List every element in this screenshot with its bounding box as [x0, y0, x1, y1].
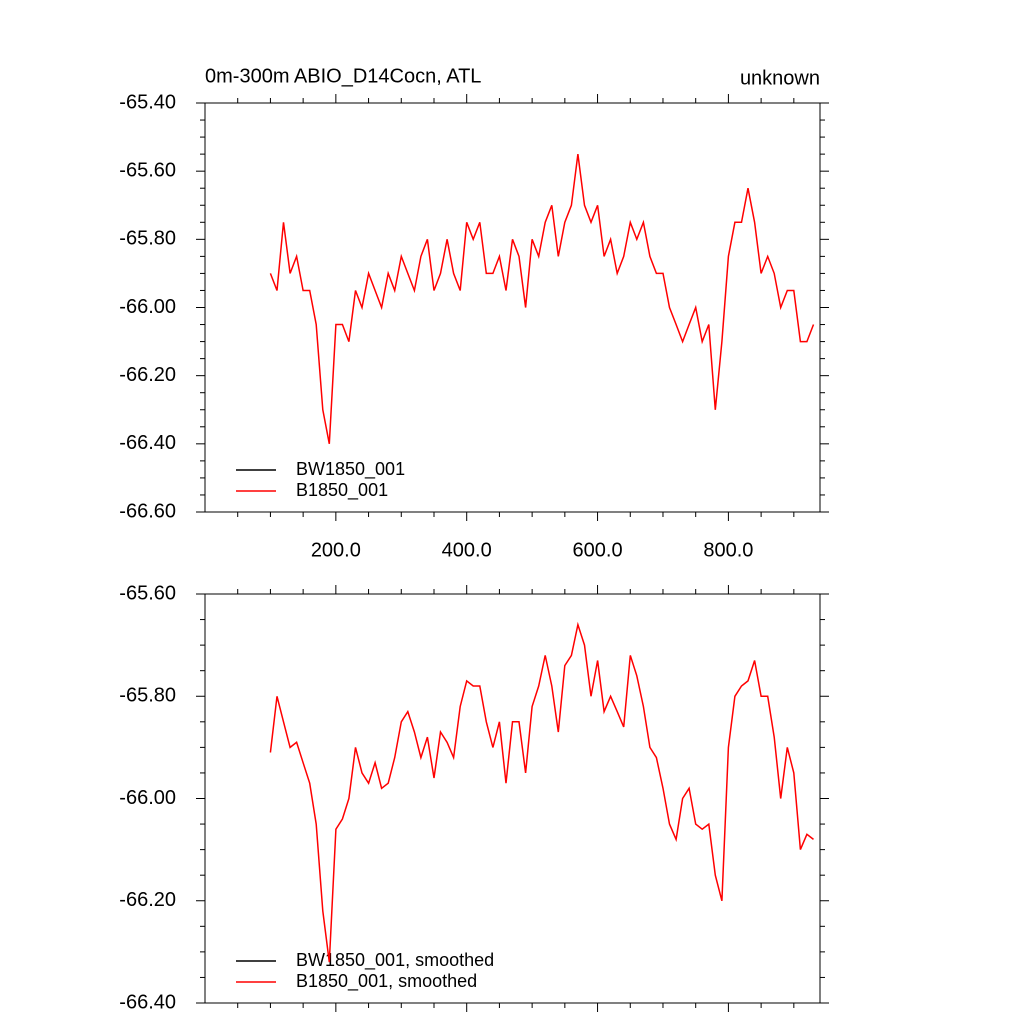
- y-tick-label: -66.60: [119, 500, 176, 522]
- y-tick-label: -65.80: [119, 228, 176, 250]
- y-tick-label: -65.40: [119, 91, 176, 113]
- chart-subtitle: unknown: [740, 67, 820, 89]
- legend-label: B1850_001, smoothed: [296, 971, 477, 992]
- y-tick-label: -66.20: [119, 364, 176, 386]
- y-tick-label: -65.60: [119, 582, 176, 604]
- y-tick-label: -66.40: [119, 991, 176, 1013]
- y-tick-label: -66.00: [119, 787, 176, 809]
- chart-title: 0m-300m ABIO_D14Cocn, ATL: [205, 65, 481, 87]
- y-tick-label: -66.20: [119, 889, 176, 911]
- legend-label: BW1850_001: [296, 459, 405, 480]
- x-tick-label: 600.0: [573, 539, 623, 561]
- legend-label: B1850_001: [296, 480, 388, 501]
- y-tick-label: -65.80: [119, 685, 176, 707]
- legend-label: BW1850_001, smoothed: [296, 950, 494, 971]
- y-tick-label: -65.60: [119, 159, 176, 181]
- x-tick-label: 800.0: [703, 539, 753, 561]
- series-line: [269, 154, 815, 444]
- plot-frame: [204, 102, 821, 513]
- y-tick-label: -66.40: [119, 432, 176, 454]
- y-tick-label: -66.00: [119, 296, 176, 318]
- x-tick-label: 400.0: [442, 539, 492, 561]
- plot-frame: [204, 593, 821, 1004]
- series-line: [269, 621, 814, 963]
- x-tick-label: 200.0: [311, 539, 361, 561]
